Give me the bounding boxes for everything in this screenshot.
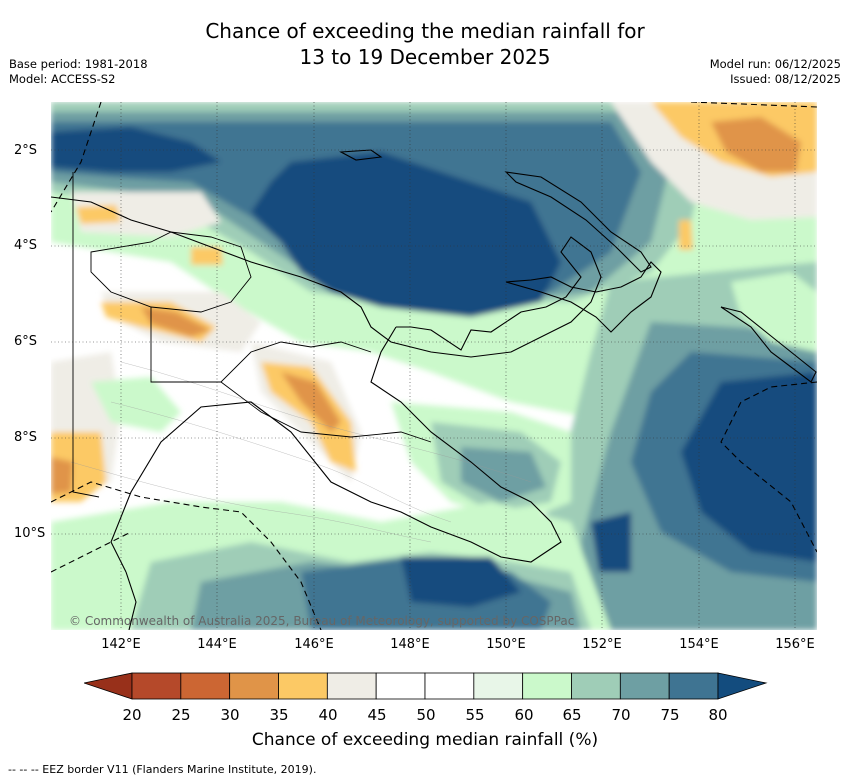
contour-40-northwest <box>71 192 221 237</box>
tick-35: 35 <box>269 706 289 724</box>
colorbar-cell-c35_40 <box>278 672 328 700</box>
model-run-label: Model run: 06/12/2025 <box>709 57 841 71</box>
manus-island <box>339 149 383 161</box>
graticule <box>51 102 817 630</box>
contour-80-northwest <box>51 127 221 172</box>
tick-75: 75 <box>660 706 680 724</box>
colorbar-cell-c75_80 <box>668 672 719 700</box>
contour-60-west-band <box>91 377 181 432</box>
lon-label-144: 144°E <box>197 637 237 652</box>
new-guinea-north-coast <box>51 196 602 358</box>
colorbar-cell-c30_35 <box>229 672 279 700</box>
title-line-1: Chance of exceeding the median rainfall … <box>205 19 645 43</box>
tick-50: 50 <box>416 706 436 724</box>
tick-80: 80 <box>708 706 728 724</box>
contour-80-east <box>681 372 817 562</box>
eez-legend-note: -- -- -- EEZ border V11 (Flanders Marine… <box>8 763 317 776</box>
meta-left: Base period: 1981-2018 Model: ACCESS-S2 <box>9 57 148 87</box>
contour-65-central-east <box>731 272 817 352</box>
colorbar-cell-c50_55 <box>424 672 475 700</box>
rainfall-map <box>51 102 817 630</box>
tick-65: 65 <box>562 706 582 724</box>
contour-80-south <box>401 557 521 607</box>
model-label: Model: ACCESS-S2 <box>9 72 116 86</box>
lon-label-148: 148°E <box>390 637 430 652</box>
tick-45: 45 <box>367 706 387 724</box>
colorbar-cell-c25_30 <box>180 672 231 700</box>
base-period-label: Base period: 1981-2018 <box>9 57 148 71</box>
contour-30-northeast <box>711 117 801 172</box>
tick-70: 70 <box>611 706 631 724</box>
colorbar-cell-c70_75 <box>619 672 670 700</box>
tick-25: 25 <box>171 706 191 724</box>
tick-30: 30 <box>220 706 240 724</box>
lon-label-146: 146°E <box>294 637 334 652</box>
colorbar-title: Chance of exceeding median rainfall (%) <box>251 730 599 750</box>
contour-80-southeast <box>591 512 631 572</box>
contour-30-west <box>51 457 73 494</box>
copyright-notice: © Commonwealth of Australia 2025, Bureau… <box>69 614 575 628</box>
lat-label-4s: 4°S <box>14 238 38 253</box>
lon-label-142: 142°E <box>101 637 141 652</box>
lat-label-8s: 8°S <box>14 430 38 445</box>
lat-label-2s: 2°S <box>14 143 38 158</box>
tick-20: 20 <box>122 706 142 724</box>
borders <box>72 172 432 498</box>
issued-label: Issued: 08/12/2025 <box>730 72 841 86</box>
colorbar-cell-c65_70 <box>571 672 621 700</box>
lon-label-154: 154°E <box>679 637 719 652</box>
lon-label-156: 156°E <box>775 637 815 652</box>
colorbar-cell-c60_65 <box>522 672 572 700</box>
colorbar-extend-high <box>717 672 768 700</box>
new-ireland <box>504 171 652 273</box>
tick-40: 40 <box>318 706 338 724</box>
contour-35-east-small <box>679 220 693 250</box>
colorbar-cells <box>131 672 719 700</box>
contour-30-highlands-central <box>281 372 341 432</box>
cape-york <box>125 571 137 630</box>
new-guinea-south-coast <box>110 326 562 573</box>
coastlines <box>51 149 817 630</box>
tick-55: 55 <box>465 706 485 724</box>
lat-label-6s: 6°S <box>14 334 38 349</box>
meta-right: Model run: 06/12/2025 Issued: 08/12/2025 <box>710 57 841 87</box>
contour-35-northwest <box>76 205 121 224</box>
lat-label-10s: 10°S <box>14 526 46 541</box>
bougainville <box>720 306 817 383</box>
colorbar <box>84 672 768 700</box>
colorbar-cell-c55_60 <box>473 672 524 700</box>
contour-70-central-south <box>461 447 546 502</box>
eez-borders <box>51 102 817 630</box>
contour-30-highlands-west <box>141 307 211 337</box>
contour-35-highlands-central <box>261 362 356 472</box>
colorbar-cell-c40_45 <box>326 672 377 700</box>
tick-60: 60 <box>514 706 534 724</box>
colorbar-cell-c45_50 <box>375 672 426 700</box>
contour-35-highlands-west-small <box>191 247 223 265</box>
new-britain <box>505 261 662 333</box>
colorbar-extend-low <box>84 672 133 700</box>
chart-title: Chance of exceeding the median rainfall … <box>0 18 850 70</box>
colorbar-cell-c20_25 <box>131 672 182 700</box>
lon-label-152: 152°E <box>582 637 622 652</box>
contour-80-north <box>251 152 561 317</box>
lon-label-150: 150°E <box>486 637 526 652</box>
title-line-2: 13 to 19 December 2025 <box>299 45 551 69</box>
